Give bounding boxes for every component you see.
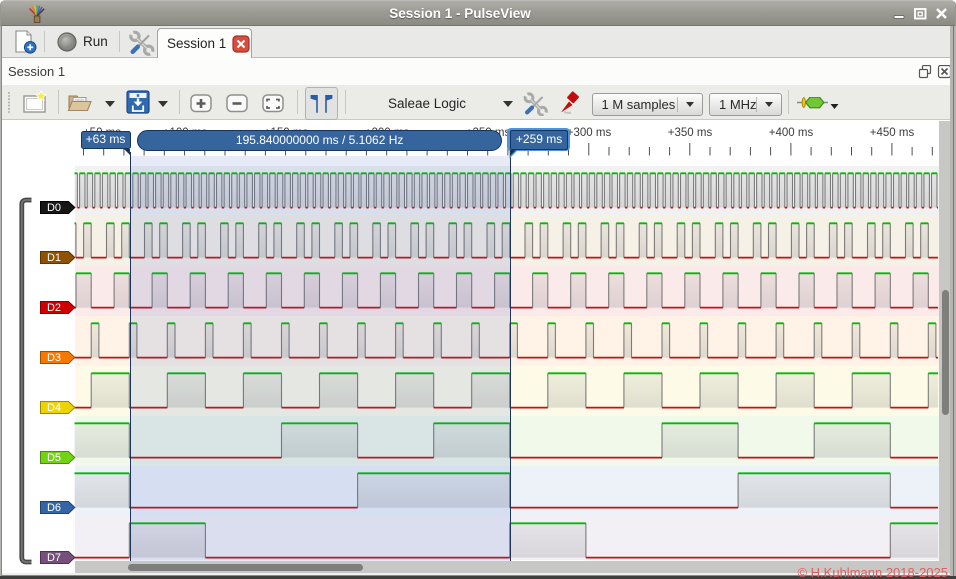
svg-text:D4: D4 <box>47 402 61 414</box>
svg-text:D2: D2 <box>47 302 61 314</box>
svg-text:D3: D3 <box>47 352 61 364</box>
svg-text:D7: D7 <box>47 552 61 564</box>
svg-text:D0: D0 <box>47 202 61 214</box>
svg-text:D5: D5 <box>47 452 61 464</box>
svg-text:D1: D1 <box>47 252 61 264</box>
svg-text:D6: D6 <box>47 502 61 514</box>
